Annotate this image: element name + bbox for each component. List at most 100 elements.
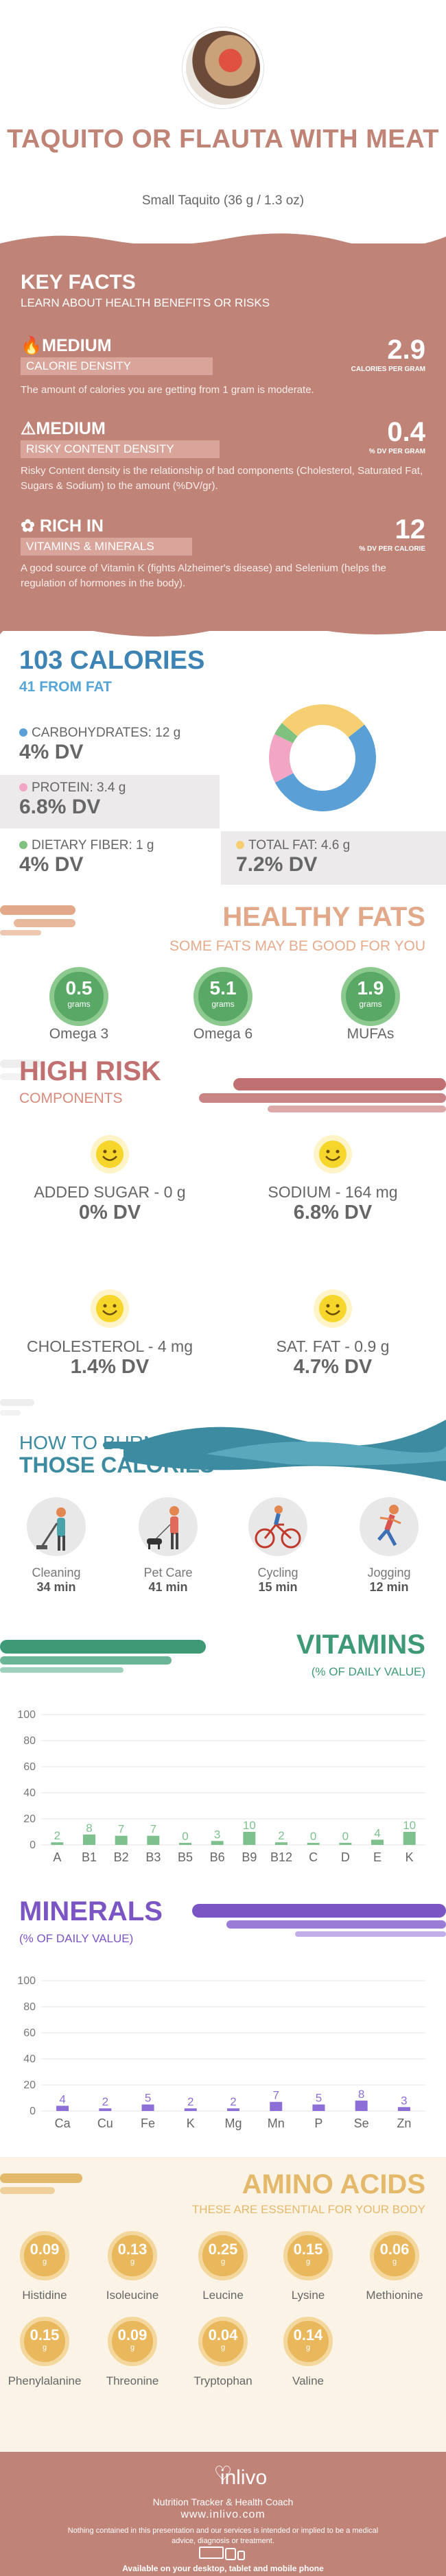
- total-fat-dv: 7.2% DV: [236, 853, 318, 876]
- pet-care-icon: [139, 1497, 198, 1556]
- bar: [115, 1835, 128, 1845]
- total-fat-label: TOTAL FAT: 4.6 g: [248, 838, 351, 852]
- calorie-density-label: CALORIE DENSITY: [21, 357, 213, 375]
- activity-minutes: 34 min: [36, 1580, 76, 1594]
- amino-name: Leucine: [202, 2289, 244, 2302]
- amino-item: 0.14 g Valine: [263, 2317, 353, 2388]
- availability-note: Available on your desktop, tablet and mo…: [122, 2564, 324, 2573]
- page-title: TAQUITO OR FLAUTA WITH MEAT: [7, 125, 439, 154]
- x-tick-label: E: [373, 1850, 382, 1864]
- bar: [99, 2108, 112, 2111]
- amino-value: 0.15: [30, 2326, 60, 2344]
- x-tick-label: B2: [114, 1850, 129, 1864]
- risk-label: CHOLESTEROL - 4 mg: [27, 1337, 193, 1355]
- brand-url-link[interactable]: www.inlivo.com: [180, 2509, 266, 2520]
- key-facts-subtitle: LEARN ABOUT HEALTH BENEFITS OR RISKS: [21, 296, 270, 309]
- y-tick-label: 80: [23, 2001, 36, 2013]
- fat-name: Omega 6: [193, 1026, 253, 1042]
- amino-item: 0.09 g Histidine: [0, 2231, 89, 2302]
- rich-in-label: VITAMINS & MINERALS: [21, 538, 192, 556]
- high-risk-subtitle: COMPONENTS: [19, 1090, 123, 1106]
- amino-deco: [0, 2173, 82, 2194]
- risky-density-unit: % DV PER GRAM: [368, 448, 425, 455]
- amino-name: Valine: [292, 2374, 324, 2387]
- amino-name: Methionine: [366, 2289, 423, 2302]
- bar-value-label: 5: [316, 2092, 322, 2105]
- bar-value-label: 7: [150, 1823, 156, 1836]
- smiley-icon: [314, 1289, 352, 1328]
- fat-unit: grams: [211, 999, 235, 1009]
- bar: [83, 1834, 95, 1845]
- burn-title-line1: HOW TO BURN: [19, 1432, 158, 1453]
- bar: [179, 1843, 191, 1845]
- carbs-dot-icon: [19, 728, 27, 737]
- bar: [51, 1842, 64, 1845]
- bar: [397, 2107, 410, 2111]
- x-tick-label: Ca: [55, 2116, 71, 2130]
- x-tick-label: P: [314, 2116, 322, 2130]
- smiley-icon: [91, 1289, 129, 1328]
- amino-name: Lysine: [291, 2289, 325, 2302]
- amino-item: 0.15 g Lysine: [263, 2231, 353, 2302]
- amino-name: Isoleucine: [106, 2289, 159, 2302]
- leaf-icon: ✿: [21, 516, 35, 536]
- bar-value-label: 2: [54, 1829, 60, 1842]
- fat-value: 1.9: [357, 977, 384, 999]
- fat-unit: grams: [67, 999, 91, 1009]
- amino-unit: g: [305, 2344, 311, 2352]
- x-tick-label: Se: [354, 2116, 369, 2130]
- burn-title-line2: THOSE CALORIES: [19, 1453, 215, 1477]
- activity-item: Pet Care 41 min: [120, 1497, 216, 1595]
- risk-item: ADDED SUGAR - 0 g 0% DV: [14, 1135, 206, 1224]
- calorie-density-desc: The amount of calories you are getting f…: [21, 384, 314, 396]
- calories-from-fat: 41 FROM FAT: [19, 679, 112, 695]
- fat-name: Omega 3: [49, 1026, 109, 1042]
- brand-tagline: Nutrition Tracker & Health Coach: [152, 2496, 294, 2507]
- risk-dv: 4.7% DV: [293, 1356, 373, 1378]
- bar: [403, 1832, 416, 1845]
- protein-item: PROTEIN: 3.4 g 6.8% DV: [19, 780, 126, 819]
- heart-logo-icon: ♡: [213, 2463, 233, 2485]
- y-tick-label: 60: [23, 2027, 36, 2039]
- fat-item: 0.5 grams Omega 3: [31, 967, 127, 1042]
- rich-in-desc: A good source of Vitamin K (fights Alzhe…: [21, 562, 386, 589]
- risk-item: SAT. FAT - 0.9 g 4.7% DV: [237, 1289, 429, 1379]
- y-tick-label: 100: [17, 1709, 36, 1721]
- bar-value-label: 4: [59, 2092, 65, 2106]
- bar: [184, 2108, 197, 2111]
- amino-unit: g: [220, 2344, 226, 2352]
- carbs-item: CARBOHYDRATES: 12 g 4% DV: [19, 726, 180, 764]
- bar-value-label: 2: [187, 2095, 193, 2108]
- amino-value: 0.15: [293, 2241, 323, 2258]
- x-tick-label: B5: [178, 1850, 193, 1864]
- bar: [339, 1843, 352, 1845]
- calorie-density-level: MEDIUM: [42, 336, 112, 355]
- cycling-icon: [248, 1497, 307, 1556]
- x-tick-label: C: [309, 1850, 318, 1864]
- amino-unit: g: [130, 2258, 135, 2266]
- serving-size: Small Taquito (36 g / 1.3 oz): [141, 193, 305, 208]
- x-tick-label: Zn: [397, 2116, 411, 2130]
- x-tick-label: B12: [270, 1850, 292, 1864]
- bar-value-label: 7: [118, 1823, 124, 1836]
- total-fat-item: TOTAL FAT: 4.6 g 7.2% DV: [236, 838, 350, 876]
- activity-item: Cleaning 34 min: [8, 1497, 104, 1595]
- amino-item: 0.15 g Phenylalanine: [0, 2317, 89, 2388]
- x-tick-label: Cu: [97, 2116, 113, 2130]
- bar-value-label: 5: [145, 2092, 151, 2105]
- amino-value: 0.14: [293, 2326, 323, 2344]
- fat-unit: grams: [359, 999, 382, 1009]
- bar-value-label: 2: [230, 2095, 236, 2108]
- amino-unit: g: [220, 2258, 226, 2266]
- bar-value-label: 4: [374, 1826, 380, 1839]
- bar-value-label: 2: [278, 1829, 284, 1842]
- rich-in-value: 12: [395, 514, 426, 545]
- y-tick-label: 0: [30, 2106, 36, 2117]
- vitamins-title: VITAMINS: [296, 1630, 425, 1660]
- risky-density-level: MEDIUM: [36, 419, 106, 438]
- amino-value: 0.09: [117, 2326, 148, 2344]
- disclaimer: Nothing contained in this presentation a…: [67, 2527, 379, 2545]
- amino-item: 0.06 g Methionine: [350, 2231, 439, 2302]
- risky-density-block: ⚠MEDIUM RISKY CONTENT DENSITY: [21, 418, 220, 458]
- amino-value: 0.09: [30, 2241, 60, 2258]
